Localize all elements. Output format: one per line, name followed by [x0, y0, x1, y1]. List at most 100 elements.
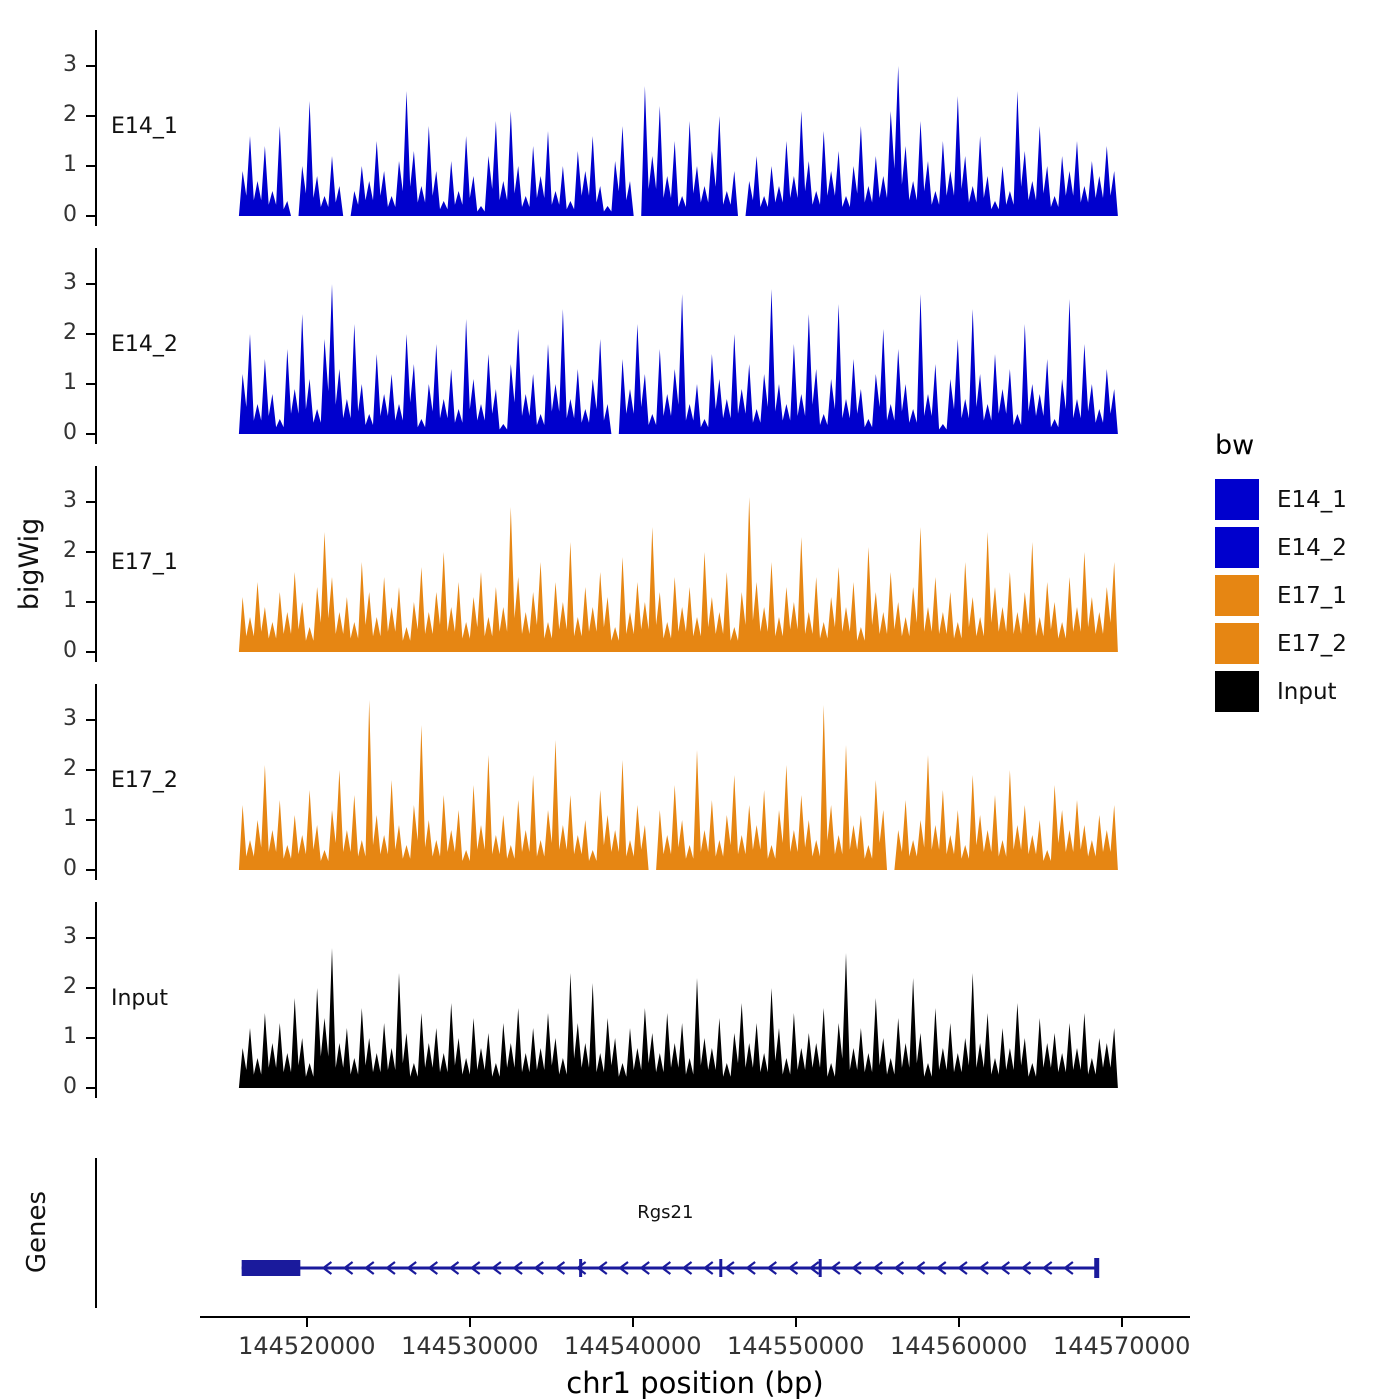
strand-arrow-icon — [385, 1261, 396, 1275]
y-tick-label: 0 — [63, 638, 77, 663]
strand-arrow-icon — [575, 1261, 587, 1275]
x-tick-label: 144560000 — [889, 1332, 1028, 1360]
x-tick-label: 144520000 — [238, 1332, 376, 1360]
y-tick — [86, 551, 95, 553]
y-axis-title: bigWig — [14, 517, 45, 611]
y-tick-label: 3 — [63, 706, 77, 731]
strand-arrow-icon — [427, 1261, 438, 1275]
strand-arrow-icon — [491, 1261, 502, 1275]
legend-label: E17_1 — [1277, 582, 1347, 609]
y-axis-line — [95, 466, 97, 662]
x-tick — [1120, 1318, 1123, 1327]
y-tick — [86, 115, 95, 117]
x-tick — [468, 1318, 471, 1327]
track-panel-E17_1: 0 1 2 3 E17_1 — [63, 466, 1195, 663]
legend-label: E14_2 — [1277, 534, 1347, 561]
y-tick — [86, 869, 95, 871]
coverage-polygon — [235, 284, 1122, 434]
y-tick — [86, 383, 95, 385]
y-tick — [86, 333, 95, 335]
y-tick — [86, 601, 95, 603]
y-tick-label: 0 — [63, 1074, 77, 1099]
genes-axis-title: Genes — [22, 1190, 52, 1274]
y-tick — [86, 501, 95, 503]
coverage-polygon — [235, 700, 1122, 870]
x-tick-label: 144540000 — [564, 1332, 702, 1360]
x-tick — [305, 1318, 308, 1327]
strand-arrow-icon — [978, 1261, 989, 1275]
y-tick-label: 3 — [63, 924, 77, 949]
y-tick — [86, 1087, 95, 1089]
coverage-polygon — [235, 497, 1122, 652]
legend-label: Input — [1277, 678, 1337, 705]
legend-title: bw — [1215, 430, 1255, 461]
y-axis-line — [95, 248, 97, 444]
legend-swatch — [1215, 671, 1259, 712]
track-label-Input: Input — [111, 986, 168, 1011]
strand-arrow-icon — [1063, 1261, 1074, 1275]
strand-arrow-icon — [999, 1261, 1010, 1275]
legend-entry-E17_2: E17_2 — [1215, 623, 1347, 664]
track-label-E14_1: E14_1 — [111, 114, 178, 139]
legend-swatch — [1215, 623, 1259, 664]
strand-arrow-icon — [893, 1261, 905, 1275]
strand-arrow-icon — [914, 1261, 926, 1275]
y-tick — [86, 819, 95, 821]
legend-entry-Input: Input — [1215, 671, 1347, 712]
coverage-polygon — [235, 948, 1122, 1088]
strand-arrow-icon — [342, 1261, 354, 1275]
x-tick-label: 144570000 — [1052, 1332, 1191, 1360]
gene-name-label: Rgs21 — [637, 1202, 694, 1223]
strand-arrow-icon — [724, 1261, 735, 1275]
strand-arrow-icon — [872, 1261, 883, 1275]
track-panel-E17_2: 0 1 2 3 E17_2 — [63, 684, 1195, 881]
y-tick — [86, 215, 95, 217]
x-tick-label: 144530000 — [401, 1332, 539, 1360]
y-tick-label: 2 — [63, 756, 77, 781]
strand-arrow-icon — [618, 1261, 629, 1275]
y-tick-label: 2 — [63, 102, 77, 127]
signal-area-Input — [235, 948, 1122, 1088]
y-tick-label: 0 — [63, 420, 77, 445]
legend-swatch — [1215, 575, 1259, 616]
x-tick — [794, 1318, 797, 1327]
legend-swatch — [1215, 527, 1259, 568]
track-panel-E14_2: 0 1 2 3 E14_2 — [63, 248, 1195, 445]
signal-area-E14_2 — [235, 284, 1122, 434]
y-tick — [86, 65, 95, 67]
y-tick-label: 1 — [63, 152, 77, 177]
legend: bw E14_1 E14_2 E17_1 E17_2 Input — [1215, 430, 1347, 719]
legend-entry-E17_1: E17_1 — [1215, 575, 1347, 616]
y-tick-label: 1 — [63, 806, 77, 831]
y-tick — [86, 283, 95, 285]
x-axis-title: chr1 position (bp) — [566, 1366, 824, 1400]
y-tick — [86, 1037, 95, 1039]
strand-arrow-icon — [406, 1261, 417, 1275]
y-tick — [86, 719, 95, 721]
y-tick — [86, 651, 95, 653]
y-tick-label: 3 — [63, 52, 77, 77]
y-tick-label: 2 — [63, 538, 77, 563]
genes-panel: Rgs21 — [95, 1158, 1195, 1308]
gene-model — [241, 1258, 1100, 1278]
strand-arrow-icon — [935, 1261, 947, 1275]
gene-end-box — [1094, 1258, 1100, 1278]
x-tick — [957, 1318, 960, 1327]
gene-exon-box — [241, 1260, 301, 1276]
legend-label: E17_2 — [1277, 630, 1347, 657]
strand-arrow-icon — [1020, 1261, 1032, 1275]
y-tick-label: 0 — [63, 856, 77, 881]
strand-arrow-icon — [808, 1261, 820, 1275]
legend-label: E14_1 — [1277, 486, 1347, 513]
y-tick-label: 3 — [63, 270, 77, 295]
x-tick — [631, 1318, 634, 1327]
strand-arrow-icon — [321, 1261, 333, 1275]
y-tick — [86, 433, 95, 435]
y-tick — [86, 769, 95, 771]
strand-arrow-icon — [1041, 1261, 1053, 1275]
y-tick — [86, 937, 95, 939]
strand-arrow-icon — [681, 1261, 693, 1275]
y-axis-line — [95, 30, 97, 226]
x-axis-line — [200, 1316, 1190, 1318]
